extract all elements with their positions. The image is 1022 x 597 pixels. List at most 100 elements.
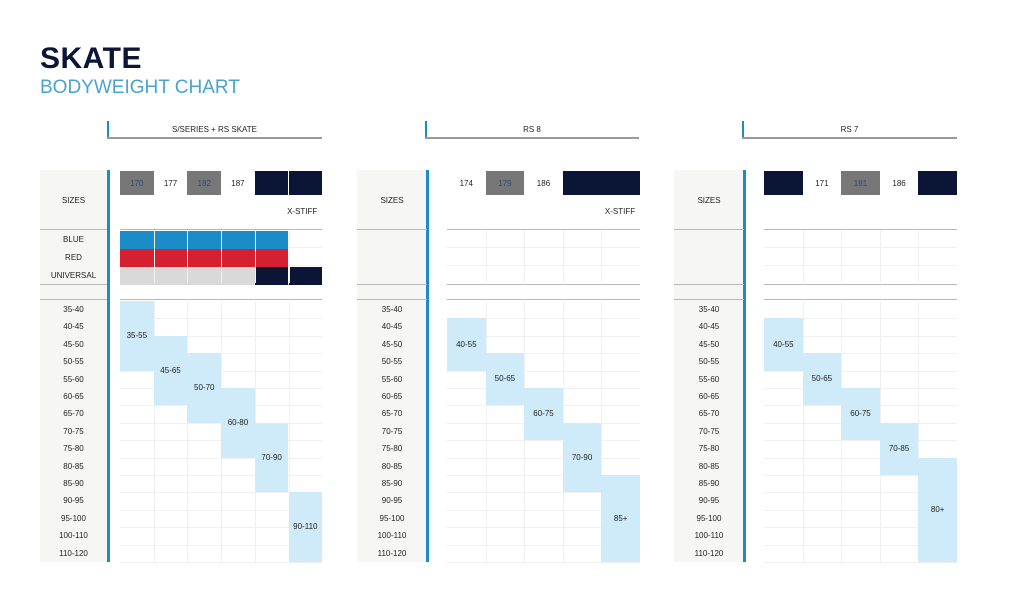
header-separator: [447, 229, 640, 230]
grid-line: [764, 247, 957, 248]
grid-line: [187, 301, 189, 562]
weight-band: [764, 318, 803, 371]
grid-line: [764, 335, 957, 337]
column-header-label: 171: [815, 179, 829, 188]
weight-row-label: 90-95: [381, 496, 403, 506]
section-separator: [357, 284, 427, 285]
weight-row-label: 50-55: [381, 357, 403, 367]
weight-row-label: 35-40: [63, 305, 84, 314]
column-header-cell: 179: [485, 171, 525, 195]
color-row-label: BLUE: [63, 235, 84, 244]
weight-band-label: 70-90: [571, 452, 593, 462]
sizes-label: SIZES: [697, 196, 721, 205]
weight-row-label: 110-120: [694, 548, 724, 558]
header-bracket-tick: [742, 121, 744, 139]
weight-row-label: 65-70: [381, 409, 403, 419]
grid-line: [764, 562, 957, 563]
column-header-cell: 177: [154, 171, 188, 195]
column-divider-bar: [107, 170, 110, 562]
weight-band: [601, 475, 640, 562]
section-separator: [120, 284, 323, 285]
grid-line: [879, 231, 881, 283]
column-header-label: 174: [459, 179, 473, 188]
weight-row-label: 90-95: [63, 496, 84, 506]
chart-title: RS 7: [840, 125, 859, 134]
grid-line: [764, 318, 957, 320]
sizes-label: SIZES: [61, 196, 86, 205]
grid-line: [447, 335, 640, 337]
weight-band-label: 50-70: [194, 383, 215, 392]
weight-band: [879, 422, 919, 475]
weight-row-label: 80-85: [698, 461, 720, 471]
column-header-cell: 182: [187, 171, 222, 195]
weight-row-label: 75-80: [698, 444, 720, 454]
color-cell-universal: [187, 267, 222, 285]
weight-row-label: 70-75: [698, 426, 720, 436]
weight-band-label: 45-65: [160, 365, 181, 375]
weight-row-label: 75-80: [63, 444, 84, 454]
column-header-cell: 171: [803, 171, 842, 195]
grid-line: [918, 301, 920, 562]
weight-band-label: 85+: [613, 513, 628, 523]
weight-band: [485, 353, 525, 406]
grid-line: [764, 457, 957, 459]
grid-line: [802, 231, 804, 283]
column-header-label: 179: [498, 179, 512, 188]
weight-band: [524, 388, 563, 441]
weight-row-label: 85-90: [63, 479, 84, 488]
column-header-cell: 170: [120, 171, 154, 195]
weight-row-label: 60-65: [381, 392, 403, 401]
grid-line: [447, 318, 640, 320]
color-cell-red: [153, 249, 188, 267]
grid-line: [447, 509, 640, 511]
header-bracket-tick: [107, 121, 109, 139]
section-separator: [40, 299, 107, 300]
weight-band: [802, 353, 842, 406]
column-header-cell: 187: [221, 171, 255, 195]
section-separator: [357, 299, 427, 300]
weight-band-label: 40-55: [456, 339, 477, 349]
column-header-label: 181: [853, 179, 868, 188]
column-header-cell: 186: [880, 171, 919, 195]
weight-band-label: 35-55: [126, 330, 148, 340]
section-separator: [447, 284, 640, 285]
grid-line: [153, 301, 155, 562]
sizes-column: [674, 170, 744, 562]
weight-band-label: 50-65: [494, 374, 516, 384]
grid-line: [447, 440, 640, 442]
weight-row-label: 85-90: [698, 479, 720, 488]
weight-band: [221, 388, 255, 458]
grid-line: [764, 509, 957, 511]
grid-line: [562, 231, 564, 283]
grid-line: [764, 353, 957, 355]
color-cell-navy: [254, 267, 289, 285]
x-stiff-label: X-STIFF: [604, 207, 636, 216]
weight-row-label: 40-45: [698, 322, 720, 332]
column-header-cell: 186: [524, 171, 563, 195]
color-cell-blue: [120, 231, 154, 249]
grid-line: [764, 440, 957, 442]
header-separator: [357, 229, 427, 230]
column-header-label: 182: [197, 179, 211, 188]
grid-line: [764, 475, 957, 476]
weight-row-label: 40-45: [381, 322, 403, 332]
weight-row-label: 45-50: [698, 339, 720, 349]
header-separator: [674, 229, 744, 230]
section-separator: [764, 299, 957, 300]
column-header-cell: [254, 171, 289, 195]
grid-line: [447, 265, 640, 266]
weight-band-label: 90-110: [293, 522, 318, 532]
grid-line: [447, 475, 640, 476]
column-header-cell: 181: [841, 171, 880, 195]
page-subtitle: BODYWEIGHT CHART: [40, 77, 240, 98]
weight-band: [447, 318, 486, 371]
column-header-label: 177: [163, 179, 178, 188]
grid-line: [120, 562, 323, 563]
weight-row-label: 35-40: [698, 305, 720, 314]
column-divider-bar: [743, 170, 746, 562]
weight-row-label: 70-75: [381, 426, 403, 436]
grid-line: [447, 527, 640, 529]
weight-row-label: 100-110: [59, 531, 88, 541]
column-header-label: 170: [130, 179, 144, 188]
section-separator: [120, 299, 323, 300]
